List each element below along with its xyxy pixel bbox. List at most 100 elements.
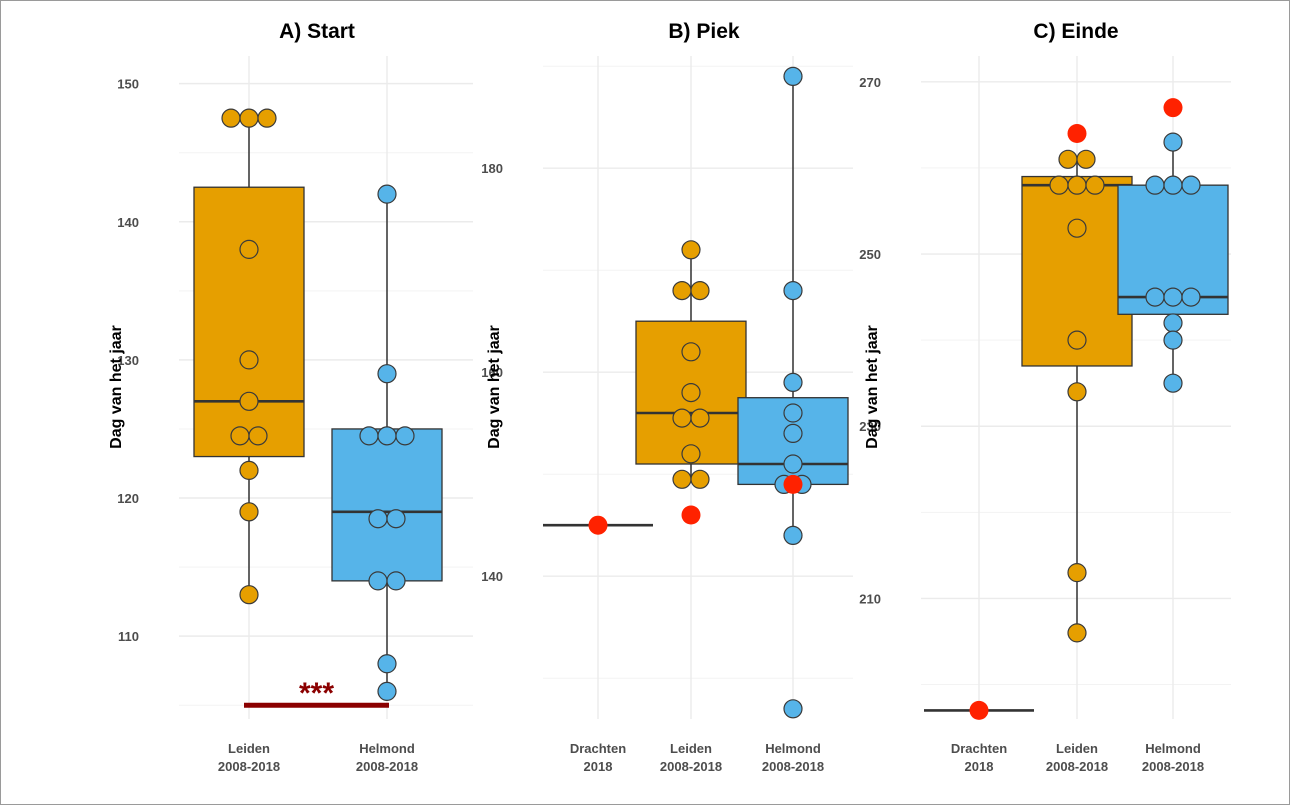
data-point	[690, 469, 710, 489]
data-point	[221, 108, 241, 128]
highlight-point	[783, 474, 803, 494]
data-point	[1085, 175, 1105, 195]
data-point	[681, 240, 701, 260]
data-point	[359, 426, 379, 446]
data-point	[783, 66, 803, 87]
y-axis-label: Dag van het jaar	[864, 325, 881, 449]
highlight-point	[1067, 123, 1087, 143]
x-tick-label: Leiden	[670, 741, 712, 756]
x-tick-label: 2008-2018	[660, 759, 722, 774]
data-point	[681, 444, 701, 464]
data-point	[1163, 132, 1183, 152]
panel-2: 140 160 180 B) Piek Dag van het jaar Drachten…	[481, 20, 853, 774]
data-point	[1145, 175, 1165, 195]
y-tick-label: 270	[859, 75, 881, 90]
data-point	[239, 502, 259, 522]
data-point	[1163, 175, 1183, 195]
data-point	[239, 460, 259, 480]
y-tick-label: 130	[117, 353, 139, 368]
category-3: Helmond 2008-2018	[737, 66, 849, 774]
data-point	[248, 426, 268, 446]
data-point	[1181, 175, 1201, 195]
y-tick-label: 140	[117, 215, 139, 230]
data-point	[681, 383, 701, 403]
y-axis-label: Dag van het jaar	[486, 325, 503, 449]
significance-label: ***	[299, 677, 334, 710]
data-point	[783, 281, 803, 301]
data-point	[690, 408, 710, 428]
data-point	[239, 239, 259, 259]
category-2: Helmond 2008-2018	[331, 184, 443, 774]
x-tick-label: 2018	[584, 759, 613, 774]
box	[331, 428, 443, 582]
data-point	[1163, 330, 1183, 350]
data-point	[377, 654, 397, 674]
data-point	[239, 108, 259, 128]
category-3: Helmond 2008-2018	[1117, 98, 1229, 774]
data-point	[1145, 287, 1165, 307]
y-tick-label: 180	[481, 161, 503, 176]
data-point	[690, 281, 710, 301]
data-point	[1076, 149, 1096, 169]
y-tick-label: 120	[117, 491, 139, 506]
panel-3: 210 230 250 270 C) Einde Dag van het jaar Drac…	[859, 20, 1231, 774]
data-point	[1163, 373, 1183, 393]
data-point	[1049, 175, 1069, 195]
data-point	[395, 426, 415, 446]
data-point	[377, 681, 397, 701]
category-2: Leiden 2008-2018	[635, 240, 747, 774]
data-point	[386, 571, 406, 591]
data-point	[368, 571, 388, 591]
x-tick-label: Helmond	[359, 741, 415, 756]
category-2: Leiden 2008-2018	[1021, 123, 1133, 774]
highlight-point	[969, 700, 989, 720]
data-point	[681, 342, 701, 362]
panel-title: A) Start	[279, 20, 355, 43]
data-point	[783, 454, 803, 474]
x-tick-label: Helmond	[1145, 741, 1201, 756]
y-tick-label: 150	[117, 77, 139, 92]
category-1: Leiden 2008-2018	[193, 108, 305, 774]
box	[193, 186, 305, 458]
highlight-point	[681, 505, 701, 525]
data-point	[1067, 623, 1087, 643]
data-point	[672, 469, 692, 489]
y-axis-label: Dag van het jaar	[108, 325, 125, 449]
y-tick-label: 250	[859, 247, 881, 262]
highlight-point	[1163, 98, 1183, 118]
data-point	[239, 350, 259, 370]
x-tick-label: Leiden	[1056, 741, 1098, 756]
data-point	[783, 403, 803, 423]
data-point	[368, 509, 388, 529]
x-tick-label: Leiden	[228, 741, 270, 756]
y-tick-label: 140	[481, 569, 503, 584]
data-point	[239, 391, 259, 411]
data-point	[1163, 313, 1183, 333]
data-point	[1067, 330, 1087, 350]
data-point	[230, 426, 250, 446]
y-tick-label: 110	[118, 629, 139, 644]
data-point	[1181, 287, 1201, 307]
data-point	[377, 184, 397, 204]
x-tick-label: Drachten	[951, 741, 1007, 756]
x-tick-label: 2008-2018	[1142, 759, 1204, 774]
data-point	[672, 408, 692, 428]
data-point	[386, 509, 406, 529]
highlight-point	[588, 515, 608, 535]
data-point	[377, 364, 397, 384]
data-point	[239, 585, 259, 605]
data-point	[1163, 287, 1183, 307]
data-point	[377, 426, 397, 446]
x-tick-label: 2008-2018	[356, 759, 418, 774]
data-point	[783, 699, 803, 719]
data-point	[1067, 218, 1087, 238]
panel-title: B) Piek	[668, 20, 740, 43]
data-point	[672, 281, 692, 301]
panel-1: 110 120 130 140 150 A) Start Dag van het jaar L…	[108, 20, 473, 774]
data-point	[783, 423, 803, 443]
data-point	[257, 108, 277, 128]
data-point	[1058, 149, 1078, 169]
data-point	[1067, 175, 1087, 195]
